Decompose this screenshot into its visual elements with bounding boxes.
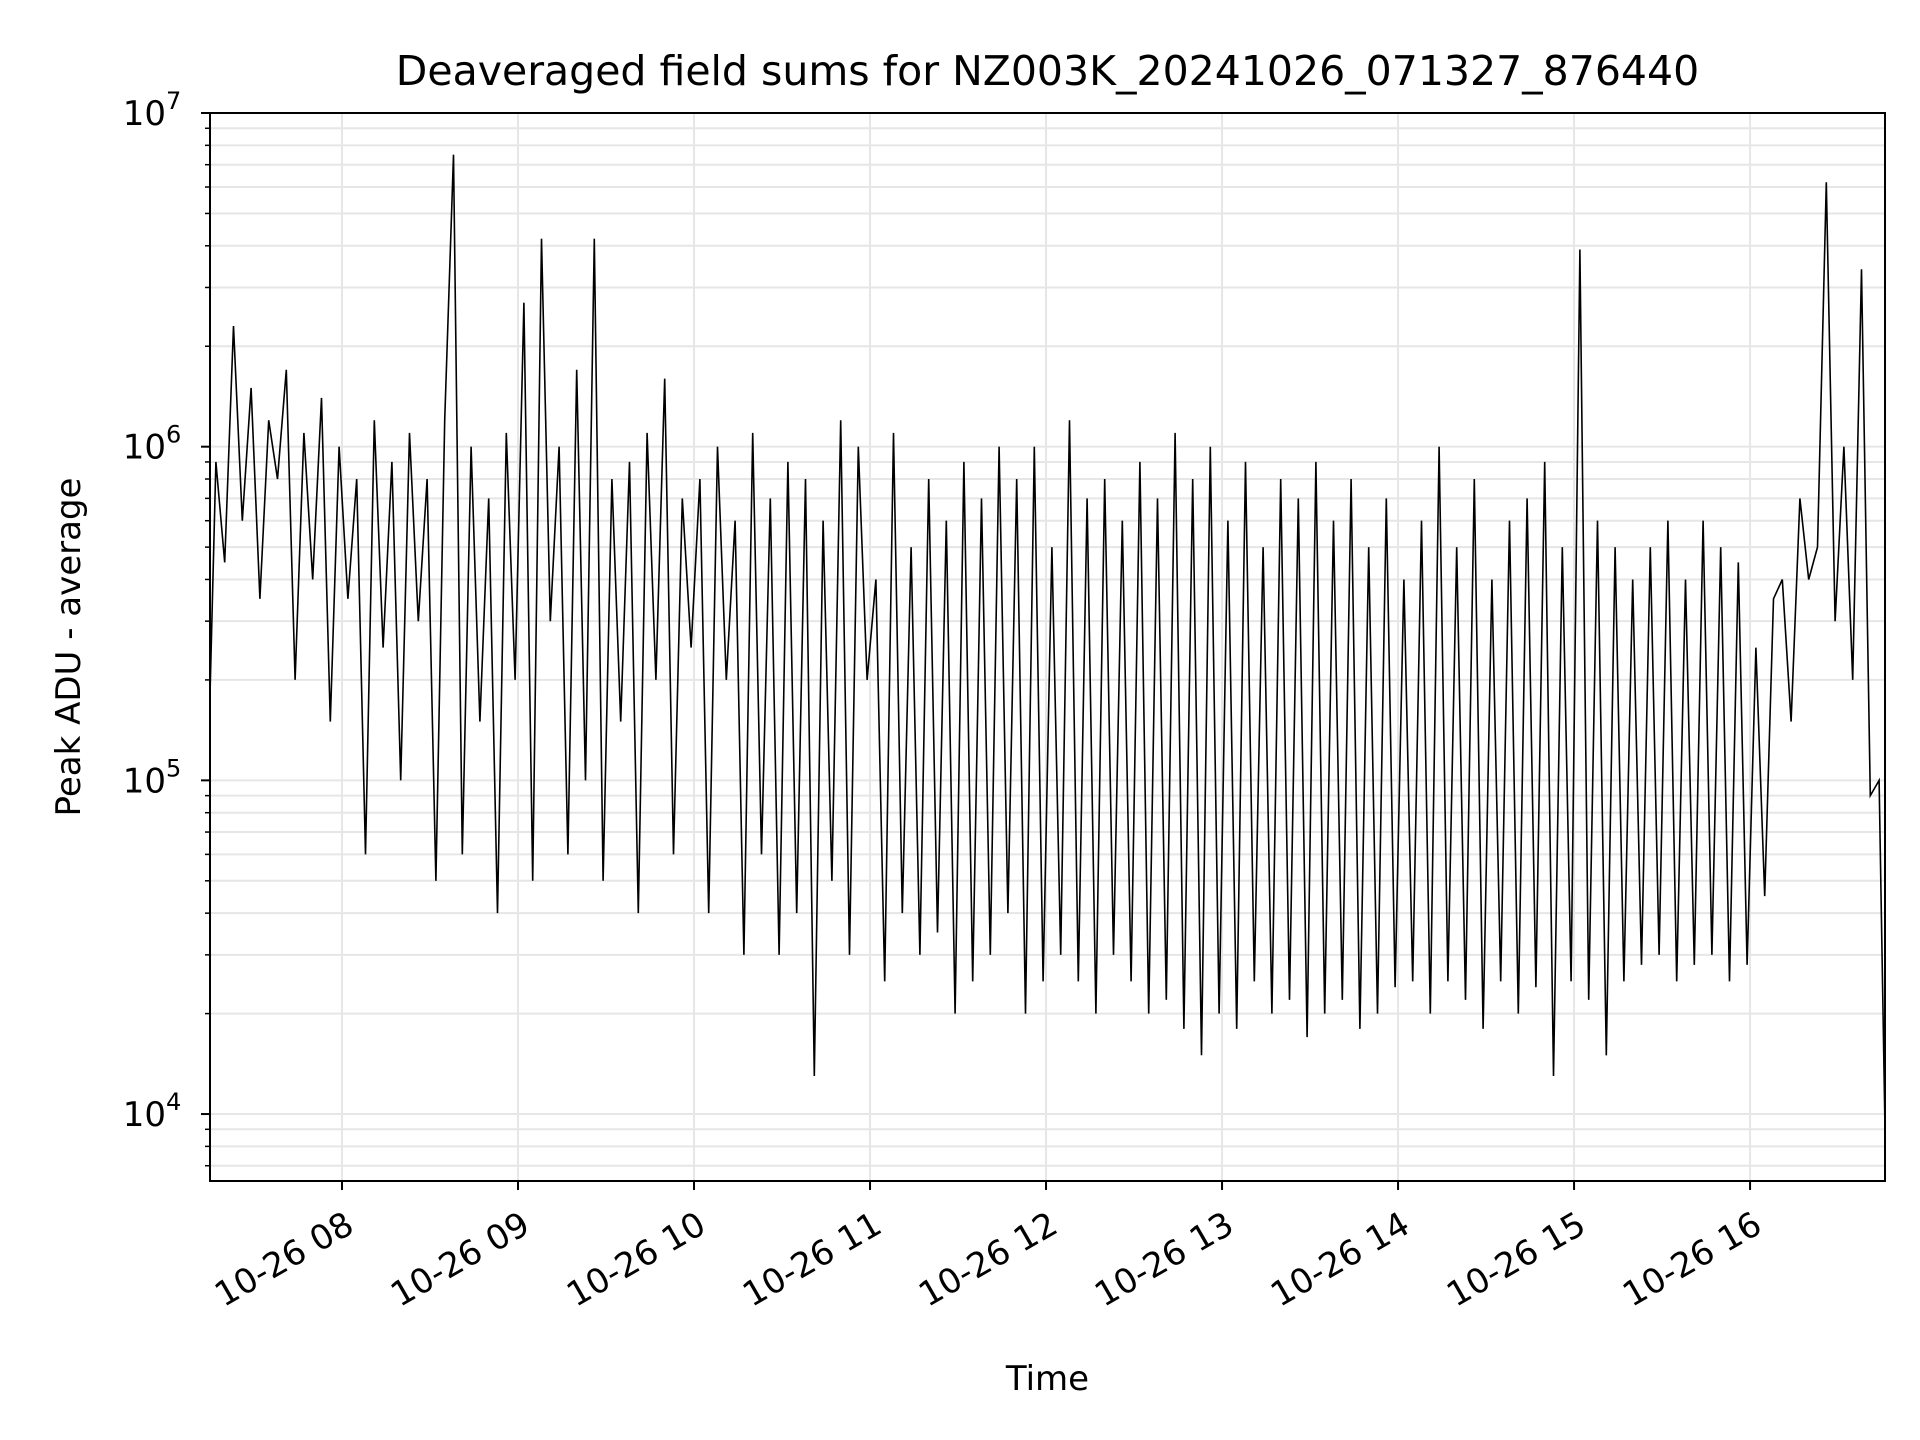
y-axis: 104 105 106 107 bbox=[123, 87, 210, 1167]
plot-frame bbox=[209, 112, 1886, 1182]
series-layer bbox=[209, 154, 1886, 1130]
x-axis-label: Time bbox=[1005, 1359, 1089, 1399]
series-line-0 bbox=[209, 154, 1886, 1130]
y-tick-label: 104 bbox=[123, 1088, 182, 1135]
chart-title: Deaveraged field sums for NZ003K_2024102… bbox=[396, 47, 1699, 95]
y-tick-label: 107 bbox=[123, 87, 182, 134]
y-axis-label: Peak ADU - average bbox=[49, 478, 89, 817]
y-tick-label: 106 bbox=[123, 421, 182, 468]
y-tick-label: 105 bbox=[123, 754, 182, 801]
